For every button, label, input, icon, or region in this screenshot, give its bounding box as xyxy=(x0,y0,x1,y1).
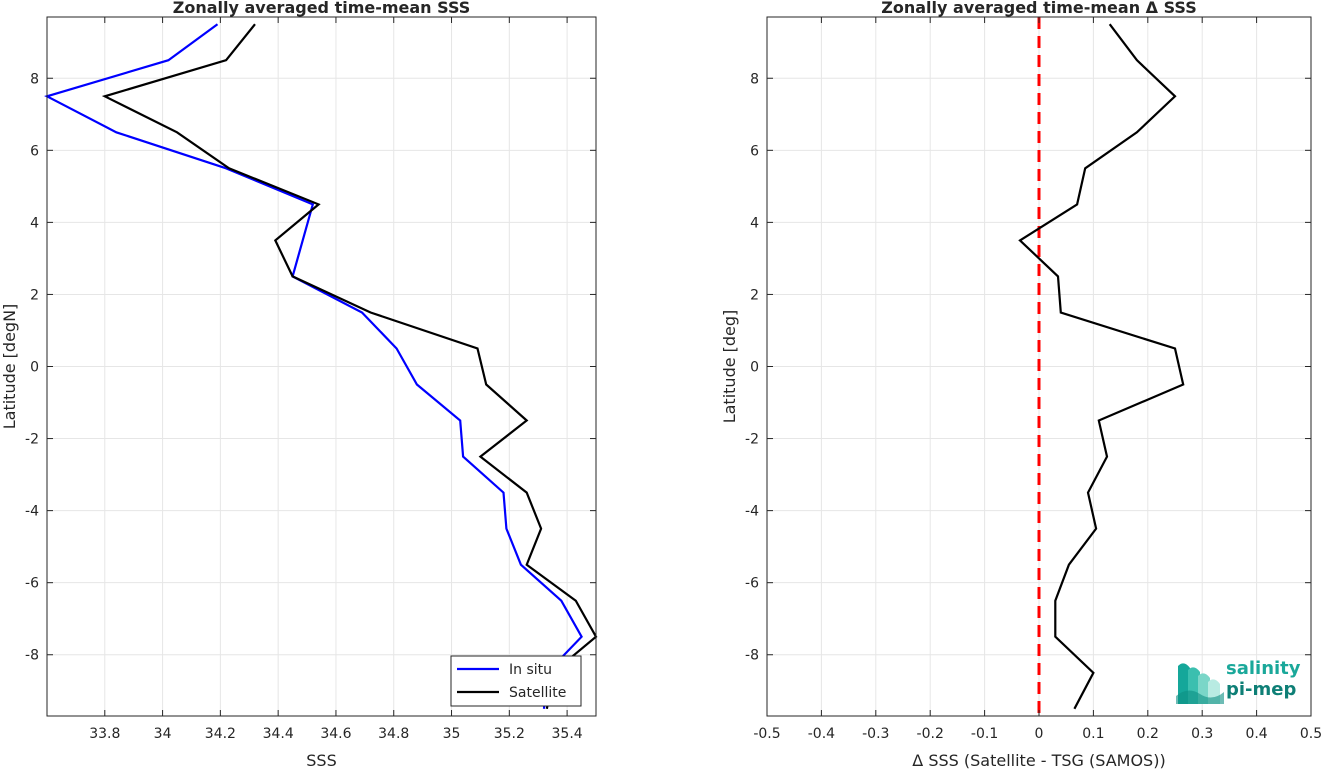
series-line-in-situ xyxy=(44,23,583,709)
y-tick-label: -4 xyxy=(745,504,759,520)
x-axis-label: SSS xyxy=(306,751,336,769)
y-tick-label: 2 xyxy=(750,287,759,303)
y-tick-label: 4 xyxy=(750,215,759,231)
y-tick-label: 0 xyxy=(750,360,759,376)
x-tick-label: 34.2 xyxy=(205,726,236,742)
x-tick-label: 0 xyxy=(1035,726,1044,742)
y-tick-label: -6 xyxy=(745,576,759,592)
y-axis-label: Latitude [degN] xyxy=(0,304,19,430)
legend-label: Satellite xyxy=(509,685,566,701)
y-tick-label: -6 xyxy=(25,576,39,592)
logo-line-1: salinity xyxy=(1226,658,1301,679)
y-tick-label: -2 xyxy=(25,432,39,448)
y-tick-label: 0 xyxy=(30,360,39,376)
x-tick-label: 35.4 xyxy=(552,726,583,742)
legend-box xyxy=(450,655,582,707)
x-tick-label: -0.4 xyxy=(808,726,835,742)
x-tick-label: 35.2 xyxy=(494,726,525,742)
chart-title: Zonally averaged time-mean SSS xyxy=(173,0,471,17)
x-tick-label: 0.4 xyxy=(1245,726,1267,742)
x-axis-label: Δ SSS (Satellite - TSG (SAMOS)) xyxy=(912,751,1165,769)
x-tick-label: 0.2 xyxy=(1137,726,1159,742)
logo-line-2: pi-mep xyxy=(1226,679,1297,700)
y-tick-label: -8 xyxy=(745,648,759,664)
x-tick-label: 0.3 xyxy=(1191,726,1213,742)
x-tick-label: -0.3 xyxy=(862,726,889,742)
x-tick-label: 33.8 xyxy=(89,726,120,742)
x-tick-label: 35 xyxy=(443,726,461,742)
x-tick-label: 34.4 xyxy=(263,726,294,742)
series-line-satellite xyxy=(101,23,598,709)
x-tick-label: 34 xyxy=(154,726,172,742)
y-tick-label: 8 xyxy=(30,71,39,87)
y-tick-label: -2 xyxy=(745,432,759,448)
y-tick-label: 4 xyxy=(30,215,39,231)
chart-title: Zonally averaged time-mean Δ SSS xyxy=(881,0,1197,17)
x-tick-label: 34.6 xyxy=(320,726,351,742)
legend-label: In situ xyxy=(509,662,552,678)
wave-logo-icon xyxy=(1176,663,1224,704)
y-tick-label: -4 xyxy=(25,504,39,520)
y-axis-label: Latitude [deg] xyxy=(720,310,739,424)
y-tick-label: 8 xyxy=(750,71,759,87)
x-tick-label: 34.8 xyxy=(378,726,409,742)
y-tick-label: -8 xyxy=(25,648,39,664)
y-tick-label: 6 xyxy=(750,143,759,159)
x-tick-label: -0.5 xyxy=(753,726,780,742)
series-line-0 xyxy=(1018,23,1185,710)
x-tick-label: 0.5 xyxy=(1300,726,1322,742)
y-tick-label: 2 xyxy=(30,287,39,303)
salinity-pi-mep-logo: salinity pi-mep xyxy=(1176,656,1306,708)
x-tick-label: -0.2 xyxy=(917,726,944,742)
x-tick-label: 0.1 xyxy=(1082,726,1104,742)
x-tick-label: -0.1 xyxy=(971,726,998,742)
y-tick-label: 6 xyxy=(30,143,39,159)
